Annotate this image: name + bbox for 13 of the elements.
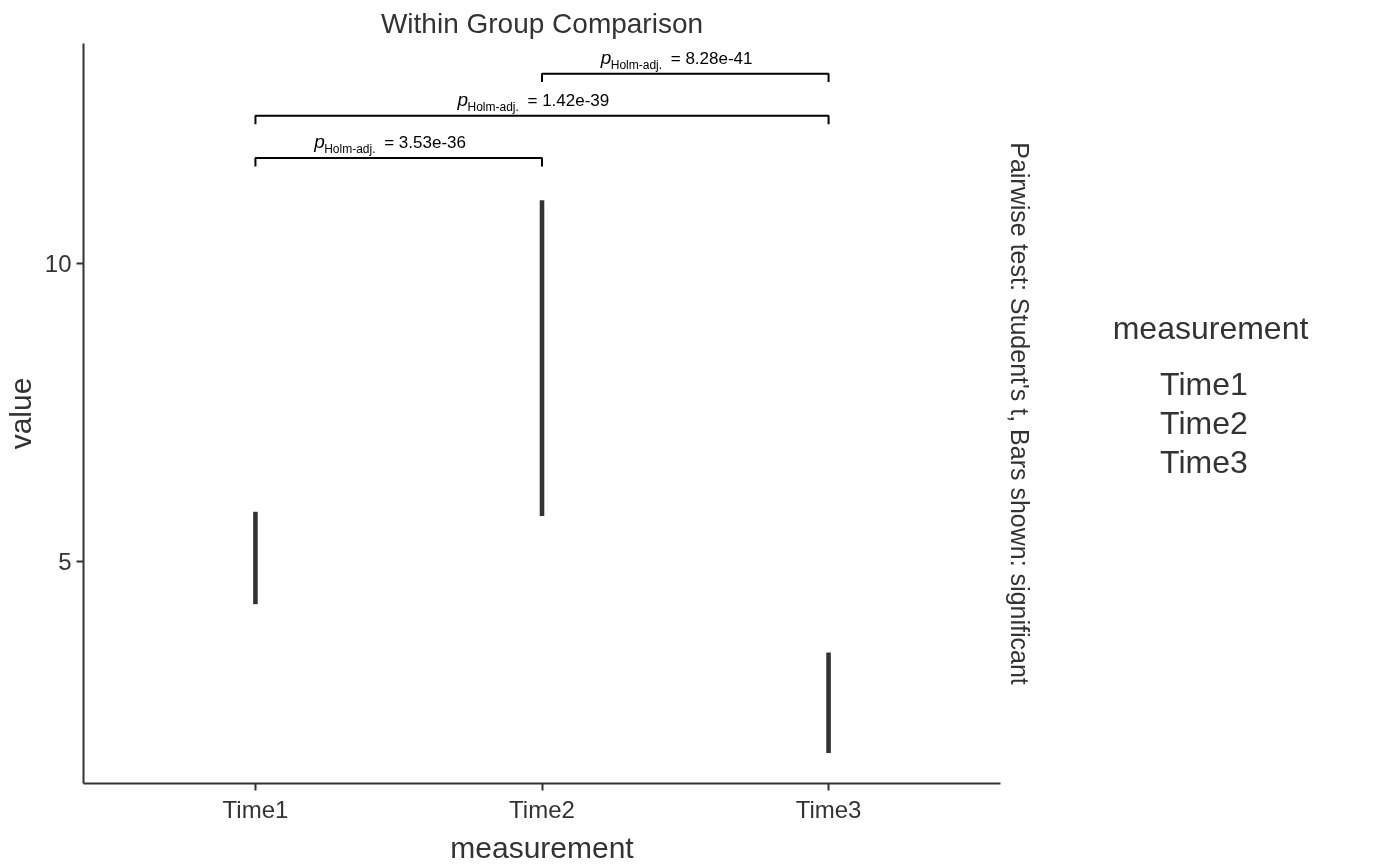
category-label: Time1 <box>1160 365 1248 402</box>
y-tick-label: 10 <box>44 249 72 277</box>
x-axis-title: measurement <box>450 830 635 864</box>
y-axis-title: value <box>3 377 37 450</box>
category-label: Time3 <box>1160 444 1248 481</box>
chart-title: Within Group Comparison <box>380 7 704 39</box>
x-tick-label: Time2 <box>509 795 575 823</box>
category-label: Time2 <box>1160 405 1248 442</box>
y-tick-label: 5 <box>58 547 72 575</box>
legend-title: measurement <box>1112 310 1309 347</box>
x-tick-label: Time3 <box>795 795 862 823</box>
text: Pairwise test: Student's t, Bars shown: significant <box>1005 142 1034 685</box>
x-tick-label: Time1 <box>222 795 289 823</box>
